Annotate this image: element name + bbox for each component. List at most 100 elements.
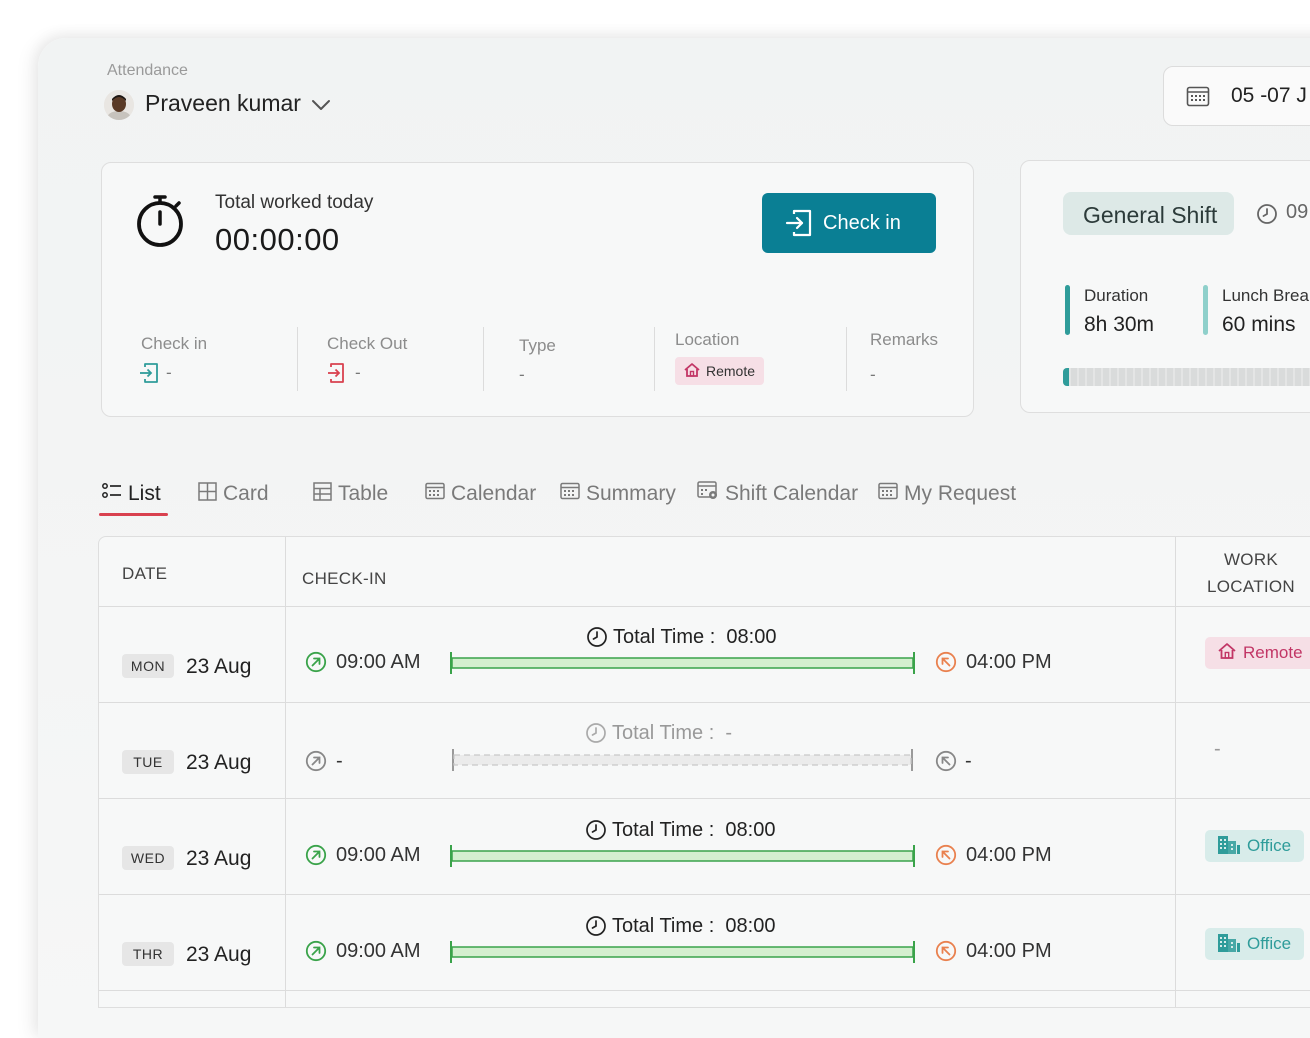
total-time-value: 08:00 xyxy=(726,626,777,648)
tab-list[interactable]: List xyxy=(102,479,161,509)
stopwatch-icon xyxy=(134,194,186,253)
location-value: Remote xyxy=(706,363,756,379)
type-label: Type xyxy=(519,336,556,355)
check-in-button-label: Check in xyxy=(823,212,901,234)
tab-label: My Request xyxy=(904,482,1017,505)
tab-shift-calendar[interactable]: Shift Calendar xyxy=(697,479,858,509)
total-time-value: - xyxy=(725,722,733,744)
row-date: 23 Aug xyxy=(186,751,252,774)
clock-icon xyxy=(585,819,607,846)
shift-time: 09 xyxy=(1286,201,1309,223)
shift-name: General Shift xyxy=(1083,202,1218,228)
login-icon xyxy=(785,208,813,241)
tab-label: Table xyxy=(338,482,389,505)
divider xyxy=(846,327,847,391)
column-header-check-in[interactable]: CHECK-IN xyxy=(302,569,387,588)
day-badge: THR xyxy=(122,942,174,966)
check-out-time: - xyxy=(965,750,972,772)
check-out-icon xyxy=(327,362,349,389)
work-location-value: Office xyxy=(1247,836,1292,855)
total-time-label: Total Time : xyxy=(613,626,716,648)
check-in-value: - xyxy=(166,363,172,382)
tab-label: Shift Calendar xyxy=(725,482,859,505)
column-divider xyxy=(1175,537,1176,1007)
check-in-arrow-icon xyxy=(305,940,327,967)
total-time-label: Total Time : xyxy=(612,915,715,937)
day-badge: MON xyxy=(122,654,174,678)
tab-table[interactable]: Table xyxy=(313,479,388,509)
tab-calendar[interactable]: Calendar xyxy=(425,479,536,509)
time-bar xyxy=(451,748,915,777)
shift-progress-fill xyxy=(1063,368,1069,386)
time-bar xyxy=(449,844,917,873)
check-out-time: 04:00 PM xyxy=(966,844,1052,866)
row-divider xyxy=(99,990,1310,991)
tab-summary[interactable]: Summary xyxy=(560,479,676,509)
row-divider xyxy=(99,894,1310,895)
check-out-time: 04:00 PM xyxy=(966,940,1052,962)
check-in-time: 09:00 AM xyxy=(336,651,421,673)
shift-name-chip: General Shift xyxy=(1063,192,1234,235)
check-out-arrow-icon xyxy=(935,844,957,871)
home-icon xyxy=(683,362,701,381)
work-location-badge: Office xyxy=(1205,830,1305,862)
divider xyxy=(654,327,655,391)
total-worked-label: Total worked today xyxy=(215,192,374,213)
day-badge: TUE xyxy=(122,750,174,774)
clock-icon xyxy=(585,722,607,749)
row-date: 23 Aug xyxy=(186,655,252,678)
tab-my-request[interactable]: My Request xyxy=(878,479,1016,509)
column-header-date[interactable]: DATE xyxy=(122,564,168,583)
avatar[interactable] xyxy=(104,90,134,120)
check-in-arrow-icon xyxy=(305,651,327,678)
total-time: Total Time : 08:00 xyxy=(612,915,775,938)
time-bar xyxy=(449,940,917,969)
table-icon xyxy=(313,481,332,507)
breadcrumb[interactable]: Attendance xyxy=(107,62,188,79)
shift-calendar-icon xyxy=(697,480,719,508)
work-location-badge: Remote xyxy=(1205,637,1310,669)
tab-label: Summary xyxy=(586,482,676,505)
check-in-arrow-icon xyxy=(305,750,327,777)
header-line: LOCATION xyxy=(1206,577,1296,596)
tab-label: List xyxy=(128,482,161,505)
row-divider xyxy=(99,702,1310,703)
row-date: 23 Aug xyxy=(186,847,252,870)
header-line: WORK xyxy=(1223,550,1279,569)
time-bar xyxy=(449,651,917,680)
total-time-label: Total Time : xyxy=(612,722,715,744)
tab-label: Card xyxy=(223,482,269,505)
chevron-down-icon[interactable] xyxy=(310,94,332,116)
total-time: Total Time : 08:00 xyxy=(613,626,776,649)
tab-card[interactable]: Card xyxy=(198,479,269,509)
check-out-arrow-icon xyxy=(935,651,957,678)
column-divider xyxy=(285,537,286,1007)
work-location-value: Remote xyxy=(1243,643,1303,662)
work-location-value: - xyxy=(1214,738,1221,760)
check-out-arrow-icon xyxy=(935,940,957,967)
row-date: 23 Aug xyxy=(186,943,252,966)
divider xyxy=(483,327,484,391)
work-location-badge: Office xyxy=(1205,928,1305,960)
list-icon xyxy=(102,482,122,506)
type-value: - xyxy=(519,365,525,384)
request-icon xyxy=(878,482,898,506)
check-in-icon xyxy=(139,362,159,389)
total-time-value: 08:00 xyxy=(725,819,776,841)
location-label: Location xyxy=(675,330,740,349)
total-time: Total Time : - xyxy=(612,722,732,745)
card-icon xyxy=(198,481,217,507)
duration-value: 8h 30m xyxy=(1084,313,1155,336)
clock-icon xyxy=(1256,203,1278,230)
user-name[interactable]: Praveen kumar xyxy=(145,90,301,116)
calendar-icon xyxy=(425,482,445,506)
building-icon xyxy=(1217,931,1241,958)
row-divider xyxy=(99,798,1310,799)
date-range-picker[interactable]: 05 -07 J xyxy=(1163,66,1310,126)
column-header-work-location[interactable]: WORK LOCATION xyxy=(1176,550,1310,597)
check-in-button[interactable]: Check in xyxy=(762,193,936,253)
check-in-time: 09:00 AM xyxy=(336,940,421,962)
check-out-time: 04:00 PM xyxy=(966,651,1052,673)
total-time-label: Total Time : xyxy=(612,819,715,841)
tab-label: Calendar xyxy=(451,482,537,505)
